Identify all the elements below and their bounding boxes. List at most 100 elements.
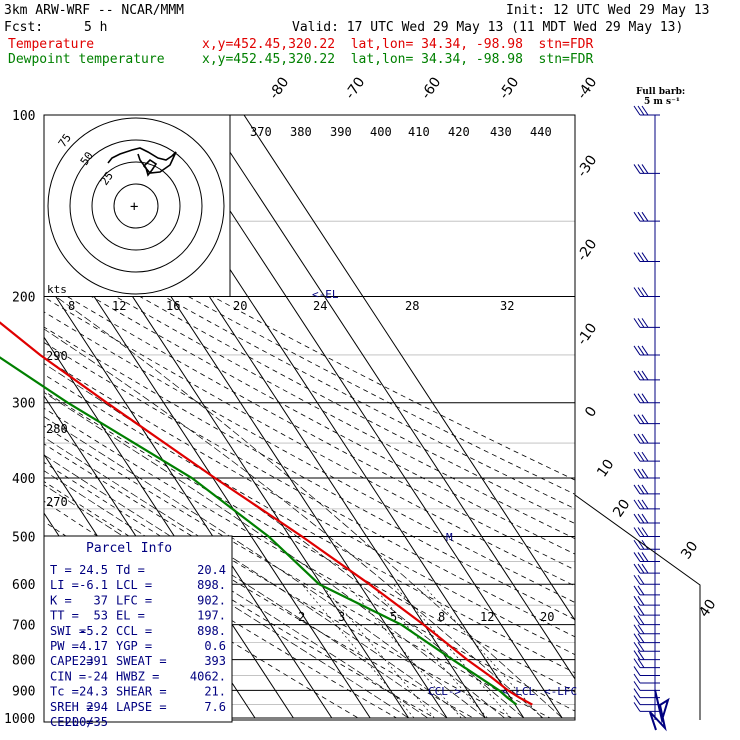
wind-barb-flag: [633, 499, 641, 510]
temperature-label: -30: [574, 152, 600, 180]
wind-barb-flag: [633, 252, 641, 262]
mixing-ratio-label: 3: [338, 610, 345, 624]
wind-barb-flag: [641, 370, 649, 381]
theta-label: 280: [46, 422, 68, 436]
wind-barb-flag: [637, 585, 645, 596]
theta-label: 400: [370, 125, 392, 139]
dry-adiabat: [44, 201, 575, 481]
init-time: Init: 12 UTC Wed 29 May 13: [506, 3, 710, 18]
dry-adiabat: [44, 390, 575, 693]
theta-label: 370: [250, 125, 272, 139]
parcel-info-cell: 7.6: [204, 700, 226, 714]
wind-barb-flag: [641, 164, 649, 174]
wind-barb-flag: [633, 624, 641, 635]
hodograph-trace: [107, 147, 177, 177]
wind-barb-flag: [633, 658, 641, 668]
parcel-info-cell: SWEAT =: [116, 654, 167, 668]
wind-barb-flag: [633, 105, 641, 116]
ccl-marker: CCL->: [428, 685, 461, 698]
wind-barb-flag: [637, 615, 645, 625]
wind-barb-flag: [637, 552, 645, 562]
wind-barb-flag: [633, 688, 641, 698]
hodograph-speed-label: 28: [405, 299, 419, 313]
parcel-info-cell: LFC =: [116, 593, 152, 607]
temperature-label: -80: [266, 74, 292, 102]
wind-barb-flag: [637, 605, 645, 616]
pressure-label: 400: [12, 472, 35, 487]
hodograph-speed-label: 32: [500, 299, 514, 313]
hodograph-unit-label: kts: [47, 283, 67, 296]
parcel-info-cell: CIN =: [50, 669, 86, 683]
lcl-marker: <-LCL: [502, 685, 535, 698]
theta-label: 390: [330, 125, 352, 139]
wind-barb-flag: [637, 211, 645, 222]
parcel-info-cell: SHEAR =: [116, 685, 167, 699]
moist-adiabat: [44, 436, 467, 719]
parcel-info-cell: SWI =: [50, 624, 86, 638]
temperature-label: -50: [496, 74, 522, 102]
theta-label: 270: [46, 495, 68, 509]
temperature-label: 30: [678, 539, 701, 563]
wind-barb-flag: [641, 468, 649, 479]
wind-barb-flag: [637, 499, 645, 510]
wind-barb-flag: [633, 615, 641, 625]
wind-barb-flag: [633, 552, 641, 562]
wind-barb-flag: [633, 563, 641, 574]
parcel-info-cell: 24.5: [79, 563, 108, 577]
wind-barb-flag: [637, 105, 645, 116]
mixing-ratio-label: 2: [298, 610, 305, 624]
parcel-info-cell: -24: [86, 669, 108, 683]
wind-barb-flag: [637, 252, 645, 262]
hodograph-speed-label: 8: [68, 299, 75, 313]
wind-barb-flag: [637, 641, 645, 652]
theta-label: 420: [448, 125, 470, 139]
plot-extension: [574, 494, 701, 720]
mixing-ratio-label: 12: [480, 610, 494, 624]
theta-label: 430: [490, 125, 512, 139]
hodograph-speed-label: 12: [112, 299, 126, 313]
plot-frame: [43, 114, 576, 721]
wind-barb-flag: [633, 345, 641, 356]
moist-adiabat: [44, 416, 486, 719]
pressure-label: 700: [12, 619, 35, 634]
pressure-label: 100: [12, 109, 35, 124]
temperature-label: 10: [594, 457, 617, 481]
wind-barb-flag: [633, 666, 641, 676]
wind-barb-flag: [637, 414, 645, 424]
moist-adiabat: [44, 328, 544, 719]
wind-barb-flag: [633, 468, 641, 479]
parcel-info-cell: 898.: [197, 578, 226, 592]
parcel-info-cell: YGP =: [116, 639, 152, 653]
wind-barb-flag: [633, 484, 641, 495]
wind-barb-flag: [637, 633, 645, 643]
dry-adiabat: [44, 311, 575, 603]
hodograph-ring-label: 75: [56, 131, 74, 149]
parcel-info-cell: 294: [86, 700, 108, 714]
wind-barb-cluster: [649, 689, 670, 732]
parcel-info-cell: SREH =: [50, 700, 93, 714]
wind-barb-flag: [637, 451, 645, 462]
wind-barb-flag: [641, 287, 649, 297]
parcel-info-cell: TT =: [50, 609, 79, 623]
pressure-label: 200: [12, 291, 35, 306]
wind-barb-flag: [633, 673, 641, 684]
hodograph-speed-label: 24: [313, 299, 327, 313]
theta-label: 380: [290, 125, 312, 139]
wind-barb-flag: [637, 574, 645, 585]
wind-barb-flag: [633, 595, 641, 606]
dry-adiabat: [44, 443, 512, 719]
temperature-label: -40: [574, 74, 600, 102]
parcel-info-cell: CELL =: [50, 715, 93, 729]
wind-barb-flag: [641, 318, 649, 328]
wind-barb-flag: [637, 370, 645, 381]
dry-adiabat: [44, 461, 474, 719]
dry-adiabat: [44, 268, 575, 555]
wind-barb-flag: [641, 484, 649, 495]
dry-adiabat: [44, 425, 551, 719]
temperature-label: 20: [610, 497, 633, 521]
parcel-info-cell: 393: [204, 654, 226, 668]
dry-adiabat: [44, 326, 575, 620]
mixing-ratio-line: [393, 583, 512, 719]
dry-adiabat: [44, 227, 575, 510]
